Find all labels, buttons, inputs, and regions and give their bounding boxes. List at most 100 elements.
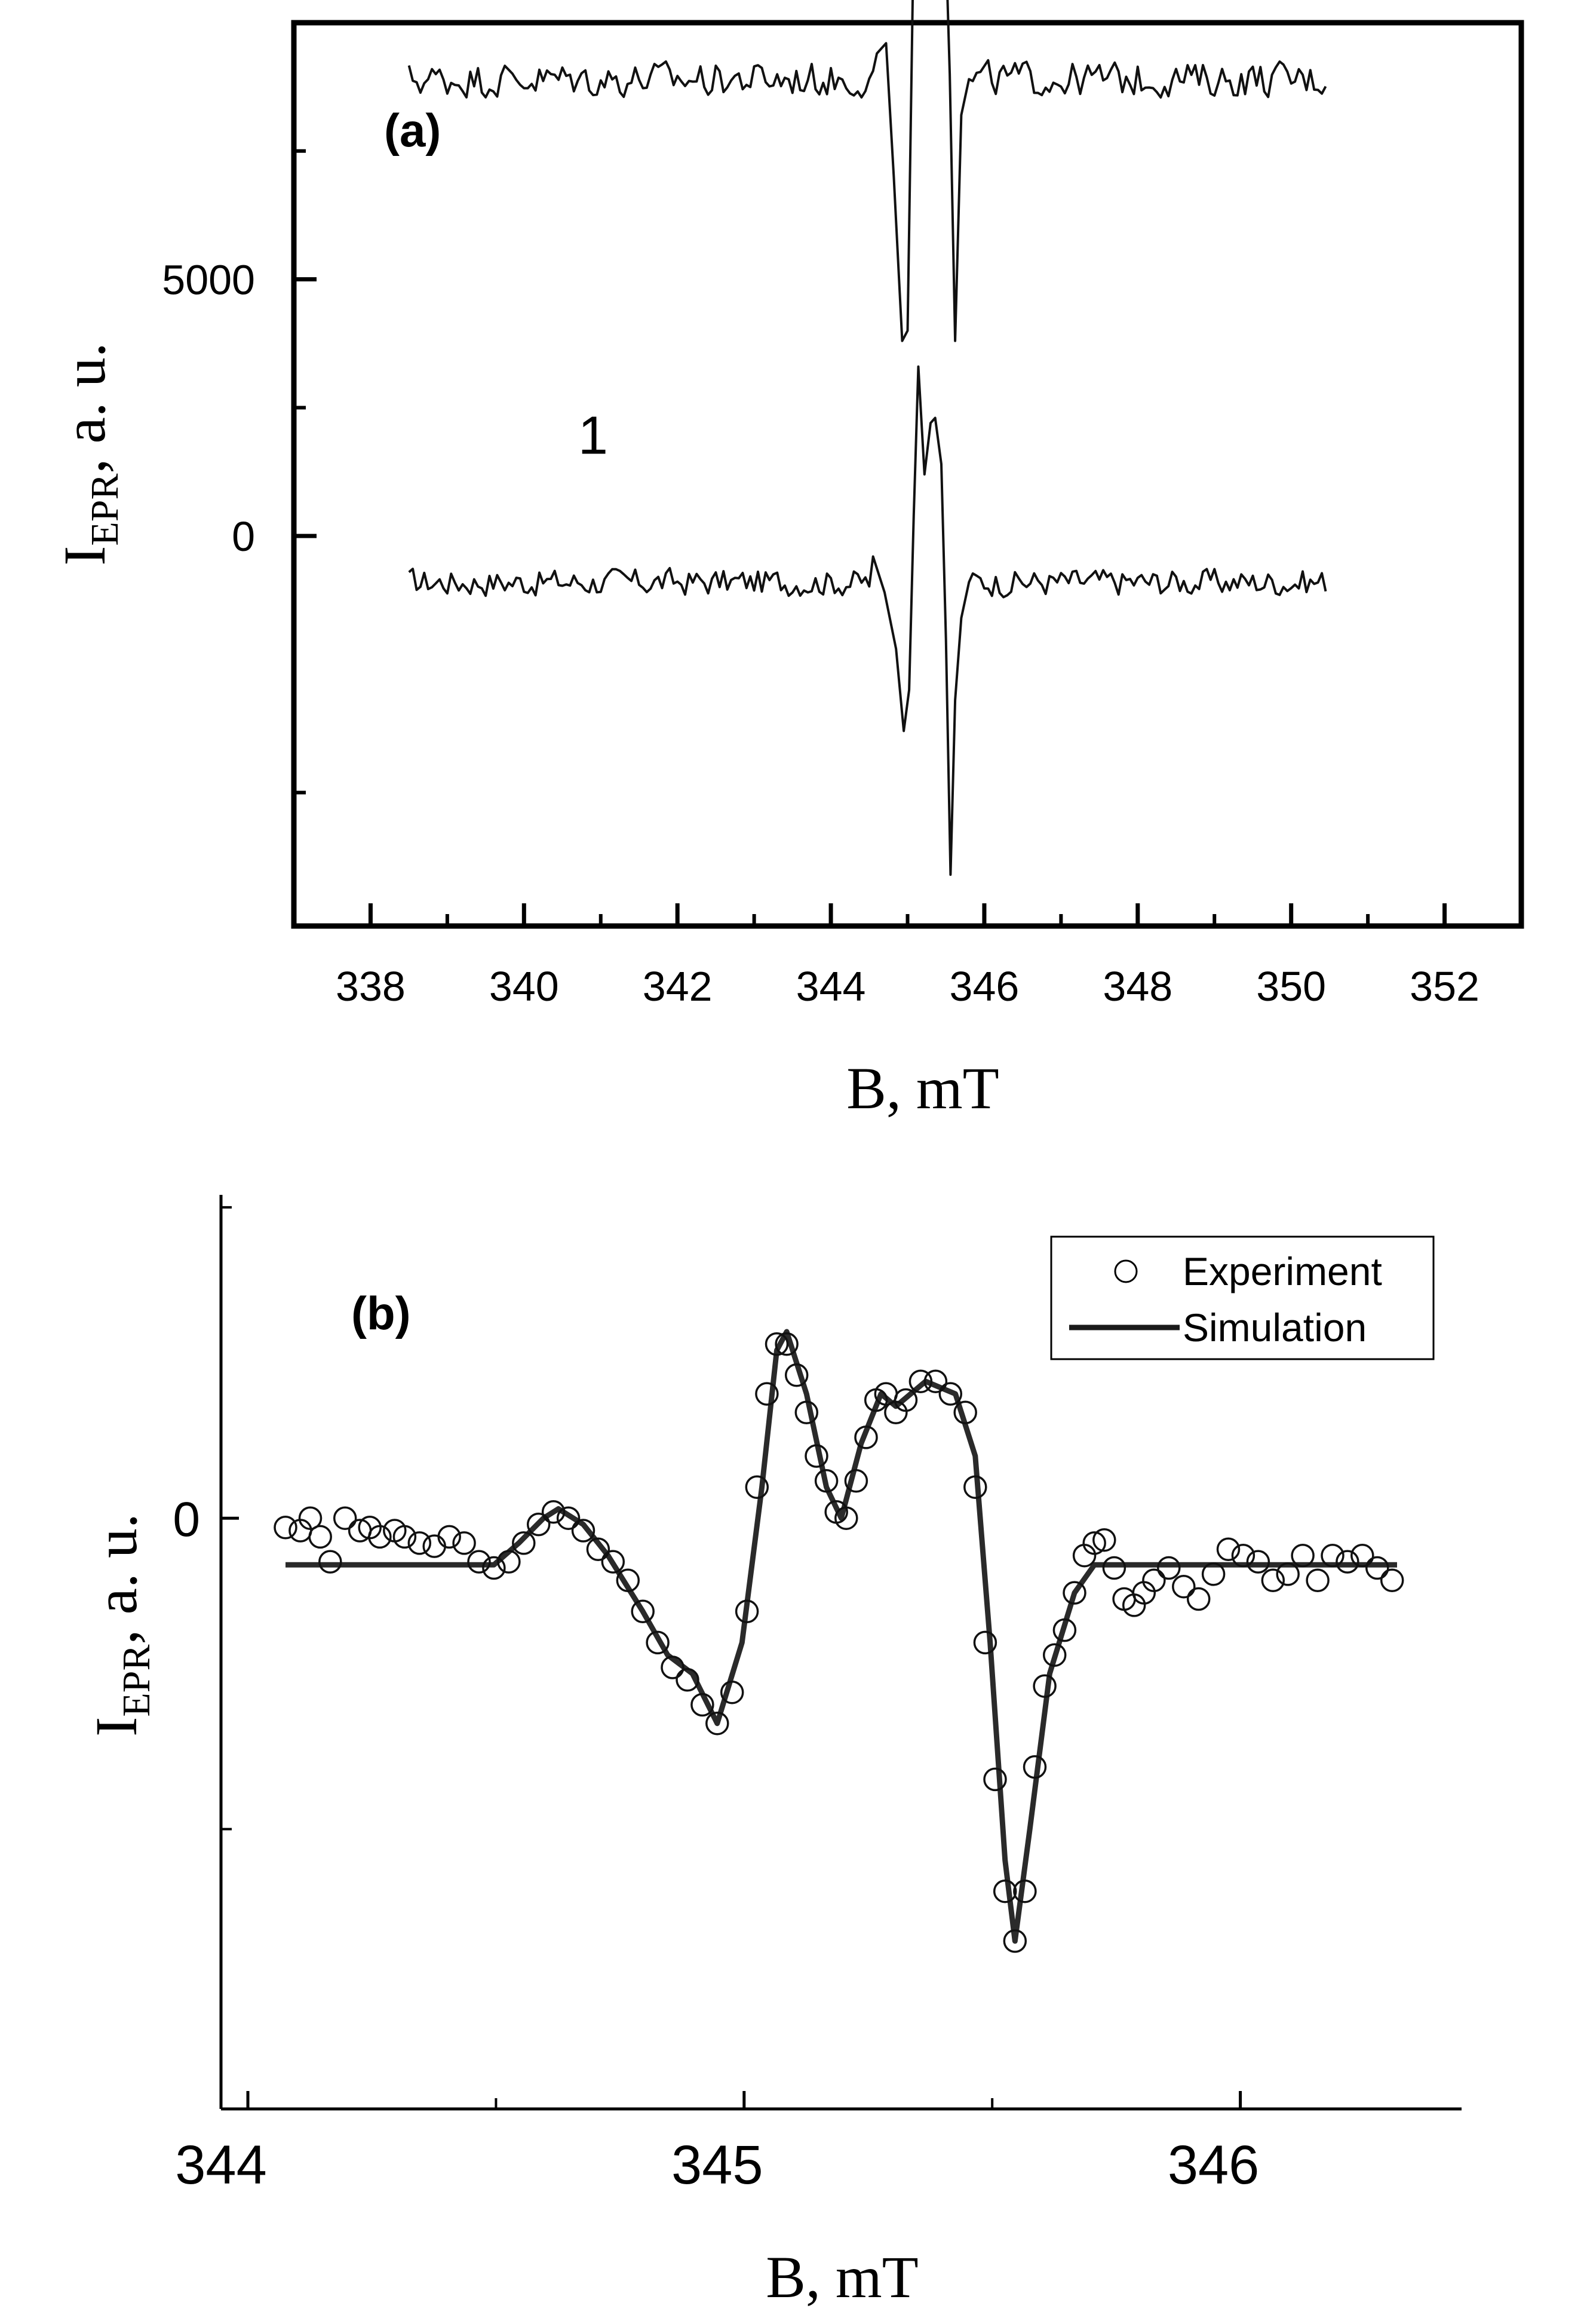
experiment-point xyxy=(1092,1528,1116,1552)
panel-b-y-tick-label: 0 xyxy=(173,1492,200,1547)
legend-experiment-marker xyxy=(1114,1259,1138,1283)
panel-b-y-axis-title: IEPR, a. u. xyxy=(83,1513,158,1737)
experiment-point xyxy=(392,1525,417,1549)
experiment-point xyxy=(1321,1543,1345,1568)
panel-b-y-ticks: 0 xyxy=(173,1206,239,1831)
experiment-point xyxy=(794,1400,819,1425)
panel-b-x-tick-label: 345 xyxy=(671,2135,763,2196)
experiment-point xyxy=(908,1369,933,1393)
experiment-point xyxy=(308,1525,332,1549)
simulation-line xyxy=(286,1329,1397,1944)
experiment-point xyxy=(894,1388,918,1412)
experiment-point xyxy=(1023,1755,1047,1779)
legend-experiment-label: Experiment xyxy=(1183,1249,1382,1293)
experiment-point xyxy=(1042,1643,1067,1667)
experiment-point xyxy=(616,1568,640,1593)
experiment-point xyxy=(1033,1674,1057,1698)
panel-b-series xyxy=(274,1329,1404,1953)
experiment-point xyxy=(805,1444,828,1468)
panel-a-y-ticks: 0 5000 xyxy=(162,149,317,795)
experiment-point xyxy=(938,1382,963,1406)
experiment-point xyxy=(676,1668,699,1692)
experiment-point xyxy=(1142,1568,1166,1593)
panel-a-series-1-label: 1 xyxy=(578,406,608,466)
legend-simulation-label: Simulation xyxy=(1183,1305,1367,1350)
experiment-point xyxy=(661,1655,684,1679)
experiment-point xyxy=(571,1519,595,1543)
experiment-point xyxy=(407,1531,432,1555)
experiment-point xyxy=(765,1332,789,1356)
panel-a-y-axis-title-main: I xyxy=(51,546,118,566)
panel-a-x-tick-label: 350 xyxy=(1256,963,1326,1010)
experiment-point xyxy=(814,1469,839,1493)
experiment-point xyxy=(497,1550,521,1574)
panel-a-x-tick-label: 338 xyxy=(336,963,406,1010)
experiment-point xyxy=(1336,1550,1359,1574)
panel-a-series-2-line xyxy=(407,0,1327,342)
panel-a-y-tick-label: 5000 xyxy=(162,257,255,303)
panel-a-x-tick-label: 344 xyxy=(796,963,866,1010)
experiment-point xyxy=(601,1550,625,1574)
panel-b-y-axis-title-main: I xyxy=(83,1717,149,1737)
experiment-point xyxy=(735,1599,759,1624)
panel-a-y-tick-label: 0 xyxy=(232,513,255,560)
experiment-point xyxy=(586,1537,610,1562)
experiment-point xyxy=(1157,1556,1181,1580)
experiment-point xyxy=(452,1531,476,1555)
experiment-point xyxy=(318,1550,342,1574)
panel-b: 344 345 346 0 (b) Experiment Simulation B,… xyxy=(83,1195,1462,2310)
experiment-point xyxy=(983,1767,1007,1792)
panel-a-y-axis-title-suffix: , a. u. xyxy=(51,342,118,473)
experiment-point xyxy=(690,1693,714,1717)
experiment-point xyxy=(844,1469,868,1493)
experiment-point xyxy=(1186,1587,1211,1611)
experiment-point xyxy=(834,1506,858,1530)
experiment-point xyxy=(437,1525,461,1549)
experiment-point xyxy=(993,1879,1017,1903)
panel-b-y-axis-title-sub: EPR xyxy=(115,1645,158,1717)
panel-a-series: 12 xyxy=(407,0,1327,876)
experiment-point xyxy=(953,1400,977,1425)
experiment-point xyxy=(1102,1556,1126,1580)
experiment-point xyxy=(482,1556,506,1580)
panel-a-x-axis-title: B, mT xyxy=(846,1055,999,1121)
legend-box xyxy=(1050,1235,1435,1360)
experiment-point xyxy=(963,1475,987,1499)
panel-a-x-ticks: 338 340 342 344 346 348 350 352 xyxy=(336,903,1479,1010)
experiment-point xyxy=(368,1525,392,1549)
panel-a: 338 340 342 344 346 348 350 352 0 5000 12 (a) B,… xyxy=(51,0,1524,1121)
panel-b-legend: Experiment Simulation xyxy=(1050,1235,1435,1360)
experiment-point xyxy=(1082,1531,1106,1555)
experiment-point xyxy=(274,1516,297,1540)
experiment-point xyxy=(298,1506,323,1530)
experiment-point xyxy=(775,1332,799,1356)
experiment-point xyxy=(646,1630,670,1655)
experiment-point xyxy=(1276,1562,1300,1586)
experiment-point xyxy=(467,1550,491,1574)
experiment-point xyxy=(720,1680,744,1704)
experiment-point xyxy=(854,1425,878,1449)
experiment-point xyxy=(705,1711,729,1736)
experiment-point xyxy=(1231,1543,1256,1568)
experiment-point xyxy=(1350,1543,1374,1568)
experiment-point xyxy=(1013,1879,1037,1903)
panel-a-y-axis-title: IEPR, a. u. xyxy=(51,342,127,566)
panel-a-x-tick-label: 352 xyxy=(1410,963,1479,1010)
panel-b-x-axis-title: B, mT xyxy=(766,2244,919,2310)
experiment-point xyxy=(1246,1550,1270,1574)
experiment-point xyxy=(1063,1581,1086,1605)
panel-a-frame xyxy=(291,20,1524,929)
panel-a-x-tick-label: 348 xyxy=(1103,963,1172,1010)
experiment-point xyxy=(784,1363,809,1387)
panel-a-series-1-line xyxy=(408,365,1327,876)
panel-a-y-axis-title-sub: EPR xyxy=(83,474,127,546)
experiment-point xyxy=(1380,1568,1404,1593)
experiment-point xyxy=(1172,1574,1196,1599)
panel-a-x-tick-label: 342 xyxy=(643,963,713,1010)
panel-b-x-ticks: 344 345 346 xyxy=(175,2091,1259,2196)
experiment-point xyxy=(755,1382,779,1406)
panel-a-x-tick-label: 346 xyxy=(950,963,1020,1010)
experiment-point xyxy=(541,1500,566,1524)
experiment-point xyxy=(1003,1929,1027,1953)
